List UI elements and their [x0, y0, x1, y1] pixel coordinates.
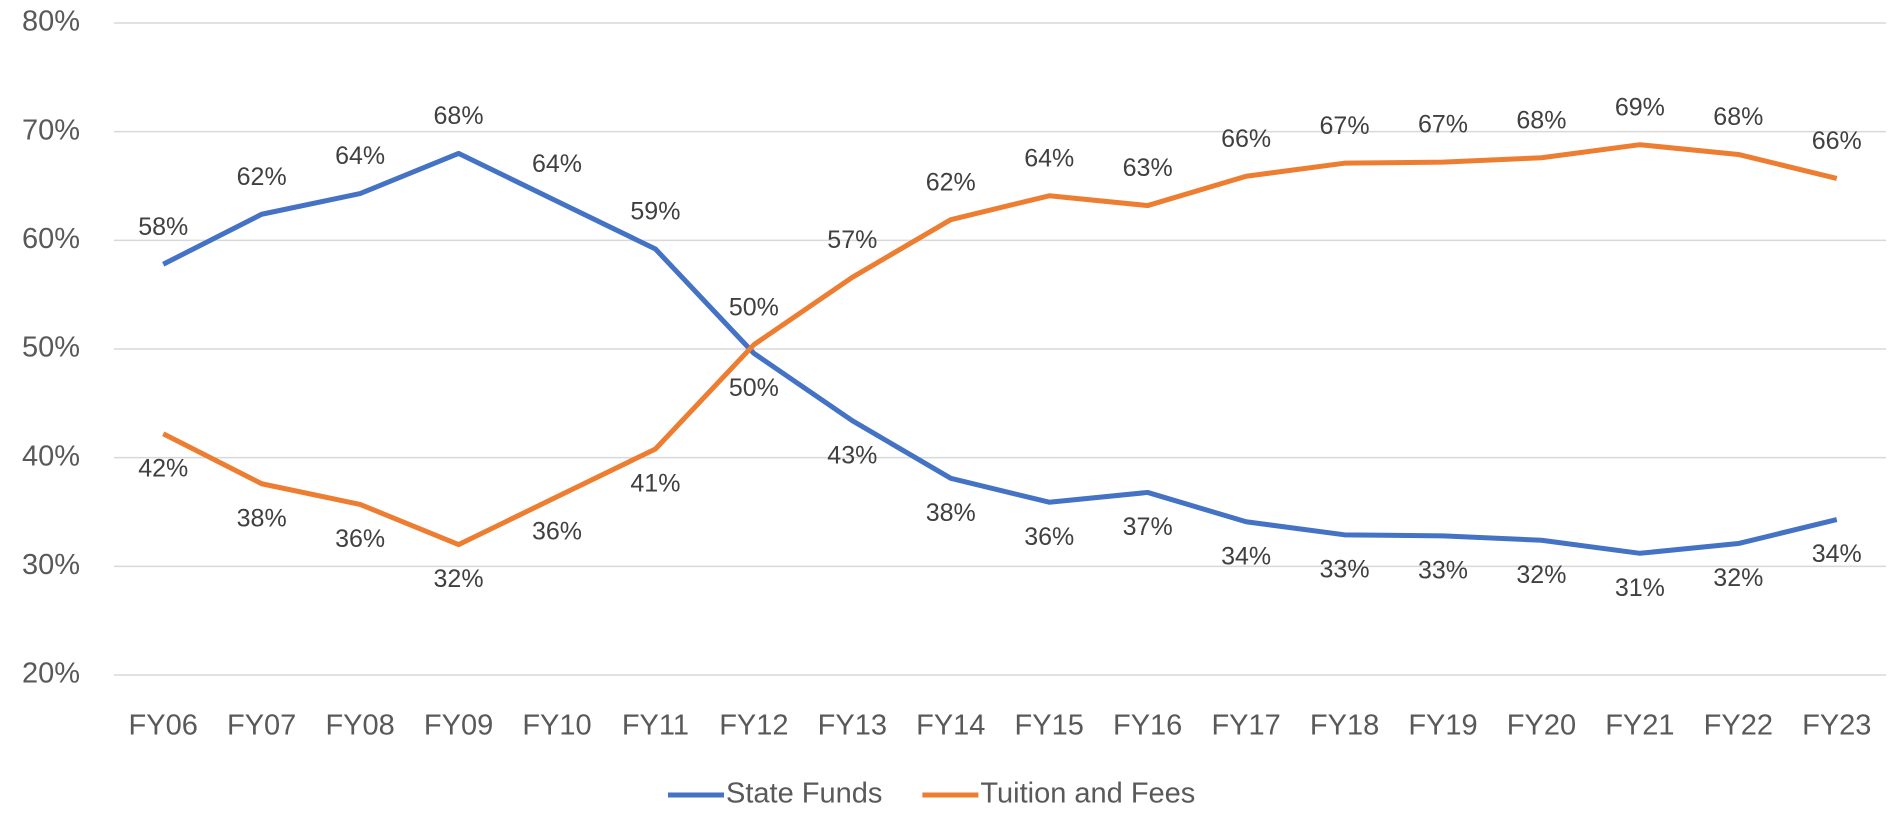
x-tick-label: FY10: [522, 710, 591, 742]
x-tick-label: FY20: [1507, 710, 1576, 742]
x-tick-label: FY09: [424, 710, 493, 742]
data-label: 32%: [434, 565, 484, 593]
data-label: 34%: [1812, 540, 1862, 568]
data-label: 63%: [1123, 154, 1173, 182]
x-tick-label: FY14: [916, 710, 985, 742]
data-label: 41%: [630, 470, 680, 498]
series-line: [162, 150, 1838, 556]
x-tick-label: FY23: [1802, 710, 1871, 742]
x-tick-label: FY06: [129, 710, 198, 742]
data-label: 64%: [335, 142, 385, 170]
x-tick-label: FY11: [622, 710, 689, 742]
data-label: 33%: [1320, 555, 1370, 583]
x-tick-label: FY18: [1310, 710, 1379, 742]
data-label: 68%: [1713, 103, 1763, 131]
data-label: 32%: [1516, 561, 1566, 589]
y-tick-label: 70%: [22, 114, 80, 146]
x-tick-label: FY07: [227, 710, 296, 742]
x-tick-label: FY21: [1605, 710, 1674, 742]
series-line: [162, 142, 1838, 548]
data-label: 36%: [1024, 523, 1074, 551]
data-label: 38%: [237, 504, 287, 532]
x-tick-label: FY08: [325, 710, 394, 742]
data-label: 42%: [138, 454, 188, 482]
x-tick-label: FY19: [1408, 710, 1477, 742]
data-label: 38%: [926, 499, 976, 527]
data-label: 33%: [1418, 557, 1468, 585]
data-label: 43%: [827, 441, 877, 469]
data-label: 58%: [138, 213, 188, 241]
legend-label: State Funds: [726, 778, 882, 810]
data-label: 50%: [729, 374, 779, 402]
data-label: 64%: [1024, 144, 1074, 172]
data-label: 57%: [827, 226, 877, 254]
data-label: 62%: [926, 168, 976, 196]
data-label: 62%: [237, 163, 287, 191]
x-tick-label: FY12: [719, 710, 788, 742]
x-tick-label: FY13: [818, 710, 887, 742]
data-label: 36%: [532, 517, 582, 545]
y-tick-label: 60%: [22, 223, 80, 255]
data-label: 67%: [1418, 111, 1468, 139]
y-tick-label: 80%: [22, 6, 80, 38]
data-label: 64%: [532, 150, 582, 178]
y-tick-label: 40%: [22, 440, 80, 472]
data-label: 68%: [434, 102, 484, 130]
data-label: 50%: [729, 293, 779, 321]
x-tick-label: FY15: [1015, 710, 1084, 742]
data-label: 69%: [1615, 93, 1665, 121]
data-label: 32%: [1713, 564, 1763, 592]
data-label: 34%: [1221, 542, 1271, 570]
data-label: 37%: [1123, 513, 1173, 541]
data-label: 59%: [630, 198, 680, 226]
data-label: 31%: [1615, 574, 1665, 602]
x-tick-label: FY22: [1704, 710, 1773, 742]
y-tick-label: 20%: [22, 658, 80, 690]
x-tick-label: FY16: [1113, 710, 1182, 742]
y-tick-label: 30%: [22, 549, 80, 581]
data-label: 66%: [1812, 127, 1862, 155]
x-tick-label: FY17: [1211, 710, 1280, 742]
legend-label: Tuition and Fees: [980, 778, 1195, 810]
data-label: 68%: [1516, 106, 1566, 134]
y-tick-label: 50%: [22, 332, 80, 364]
data-label: 66%: [1221, 125, 1271, 153]
data-label: 36%: [335, 525, 385, 553]
data-label: 67%: [1320, 112, 1370, 140]
